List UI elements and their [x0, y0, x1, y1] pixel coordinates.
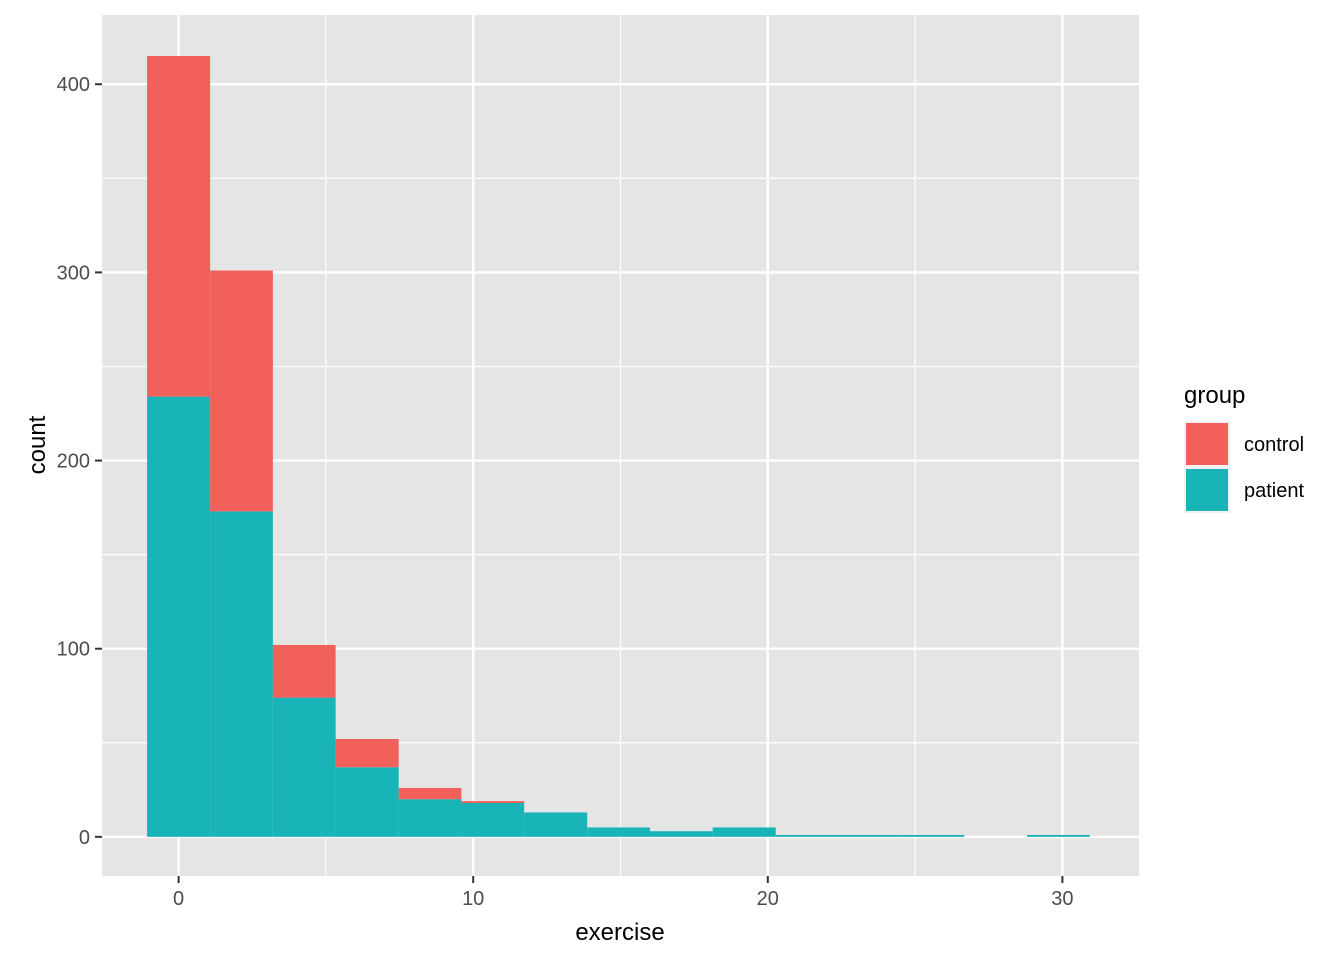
- legend-label-patient: patient: [1244, 480, 1304, 502]
- bar-control: [147, 56, 211, 397]
- bar-patient: [901, 834, 965, 837]
- bar-patient: [272, 697, 336, 837]
- bar-control: [272, 644, 336, 698]
- y-tick-label: 400: [57, 74, 90, 96]
- y-tick-label: 200: [57, 451, 90, 473]
- legend-title: group: [1184, 382, 1245, 409]
- legend-label-control: control: [1244, 434, 1304, 456]
- y-tick-label: 300: [57, 262, 90, 284]
- legend-swatch-control: [1186, 423, 1228, 465]
- x-tick-label: 30: [1051, 888, 1073, 910]
- bar-patient: [587, 827, 650, 837]
- bar-patient: [335, 767, 399, 837]
- y-tick-label: 100: [57, 639, 90, 661]
- bar-control: [335, 739, 399, 768]
- y-axis-title: count: [24, 415, 51, 474]
- bar-patient: [461, 802, 525, 837]
- bar-control: [398, 787, 462, 800]
- x-tick-label: 20: [757, 888, 779, 910]
- bar-patient: [398, 799, 462, 837]
- bar-patient: [649, 831, 713, 837]
- legend: group control patient: [1184, 382, 1304, 513]
- bar-patient: [712, 827, 776, 837]
- bars: [147, 56, 1090, 837]
- x-tick-label: 0: [173, 888, 184, 910]
- bar-patient: [1027, 834, 1090, 837]
- bar-control: [461, 801, 525, 803]
- bar-patient: [147, 396, 211, 837]
- bar-patient: [838, 834, 902, 837]
- x-tick-label: 10: [462, 888, 484, 910]
- y-tick-label: 0: [79, 827, 90, 849]
- bar-patient: [524, 812, 588, 837]
- y-axis: 0 100 200 300 400: [57, 74, 102, 849]
- bar-control: [210, 270, 273, 512]
- legend-swatch-patient: [1186, 469, 1228, 511]
- x-axis: 0 10 20 30: [173, 876, 1074, 910]
- bar-patient: [210, 511, 273, 837]
- x-axis-title: exercise: [575, 919, 664, 946]
- bar-patient: [775, 834, 839, 837]
